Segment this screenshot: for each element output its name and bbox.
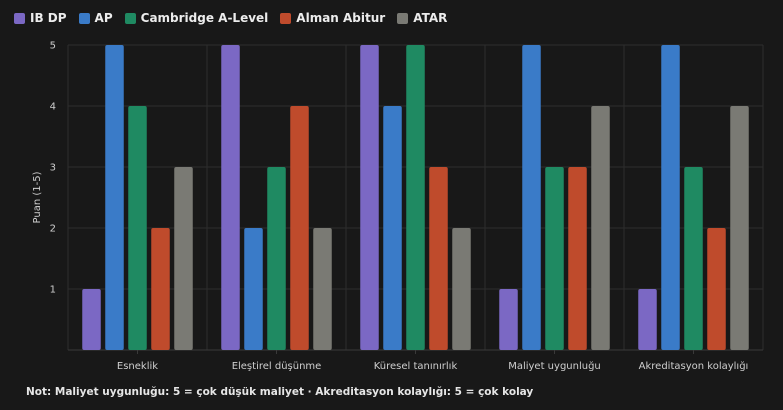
bar-0-4	[638, 289, 657, 350]
legend-item-ap[interactable]: AP	[78, 11, 113, 25]
bar-2-4	[684, 167, 703, 350]
bar-4-0	[174, 167, 193, 350]
legend-swatch-cambridge	[124, 12, 136, 24]
legend-item-abitur[interactable]: Alman Abitur	[280, 11, 385, 25]
bar-3-2	[429, 167, 448, 350]
y-axis-title: Puan (1-5)	[32, 171, 43, 223]
legend-label-cambridge: Cambridge A-Level	[140, 11, 269, 25]
x-tick-label-0: Esneklik	[117, 361, 158, 372]
legend-swatch-atar	[397, 12, 409, 24]
y-tick-label-4: 4	[50, 102, 56, 113]
bar-1-4	[661, 45, 680, 350]
y-tick-label-1: 1	[50, 285, 56, 296]
legend-label-ib-dp: IB DP	[30, 11, 67, 25]
legend-item-cambridge[interactable]: Cambridge A-Level	[124, 11, 269, 25]
bar-4-4	[730, 106, 749, 350]
bar-0-3	[499, 289, 518, 350]
bar-2-0	[128, 106, 147, 350]
legend-label-abitur: Alman Abitur	[296, 11, 386, 25]
footnote: Not: Maliyet uygunluğu: 5 = çok düşük ma…	[26, 386, 534, 398]
bar-2-3	[545, 167, 564, 350]
bar-1-1	[244, 228, 263, 350]
chart-legend: IB DP AP Cambridge A-Level Alman Abitur …	[14, 11, 447, 25]
y-tick-label-2: 2	[50, 224, 56, 235]
x-tick-label-3: Maliyet uygunluğu	[508, 360, 601, 372]
bar-1-2	[383, 106, 402, 350]
bar-3-0	[151, 228, 170, 350]
bar-4-1	[313, 228, 332, 350]
bar-3-1	[290, 106, 309, 350]
bar-4-2	[452, 228, 471, 350]
legend-swatch-ap	[78, 12, 90, 24]
bar-3-4	[707, 228, 726, 350]
bar-0-0	[82, 289, 101, 350]
bar-0-2	[360, 45, 379, 350]
legend-item-ib-dp[interactable]: IB DP	[14, 11, 67, 25]
bar-3-3	[568, 167, 587, 350]
bar-0-1	[221, 45, 240, 350]
x-tick-label-4: Akreditasyon kolaylığı	[639, 360, 749, 372]
y-tick-label-3: 3	[50, 163, 56, 174]
x-tick-label-2: Küresel tanınırlık	[374, 361, 458, 372]
legend-swatch-abitur	[280, 12, 292, 24]
bar-2-1	[267, 167, 286, 350]
bar-1-0	[105, 45, 124, 350]
legend-label-ap: AP	[94, 11, 113, 25]
legend-item-atar[interactable]: ATAR	[397, 11, 447, 25]
x-tick-label-1: Eleştirel düşünme	[232, 361, 322, 372]
bar-2-2	[406, 45, 425, 350]
y-tick-label-5: 5	[50, 41, 56, 52]
legend-swatch-ib-dp	[14, 12, 25, 24]
bar-4-3	[591, 106, 610, 350]
bar-1-3	[522, 45, 541, 350]
legend-label-atar: ATAR	[413, 11, 448, 25]
